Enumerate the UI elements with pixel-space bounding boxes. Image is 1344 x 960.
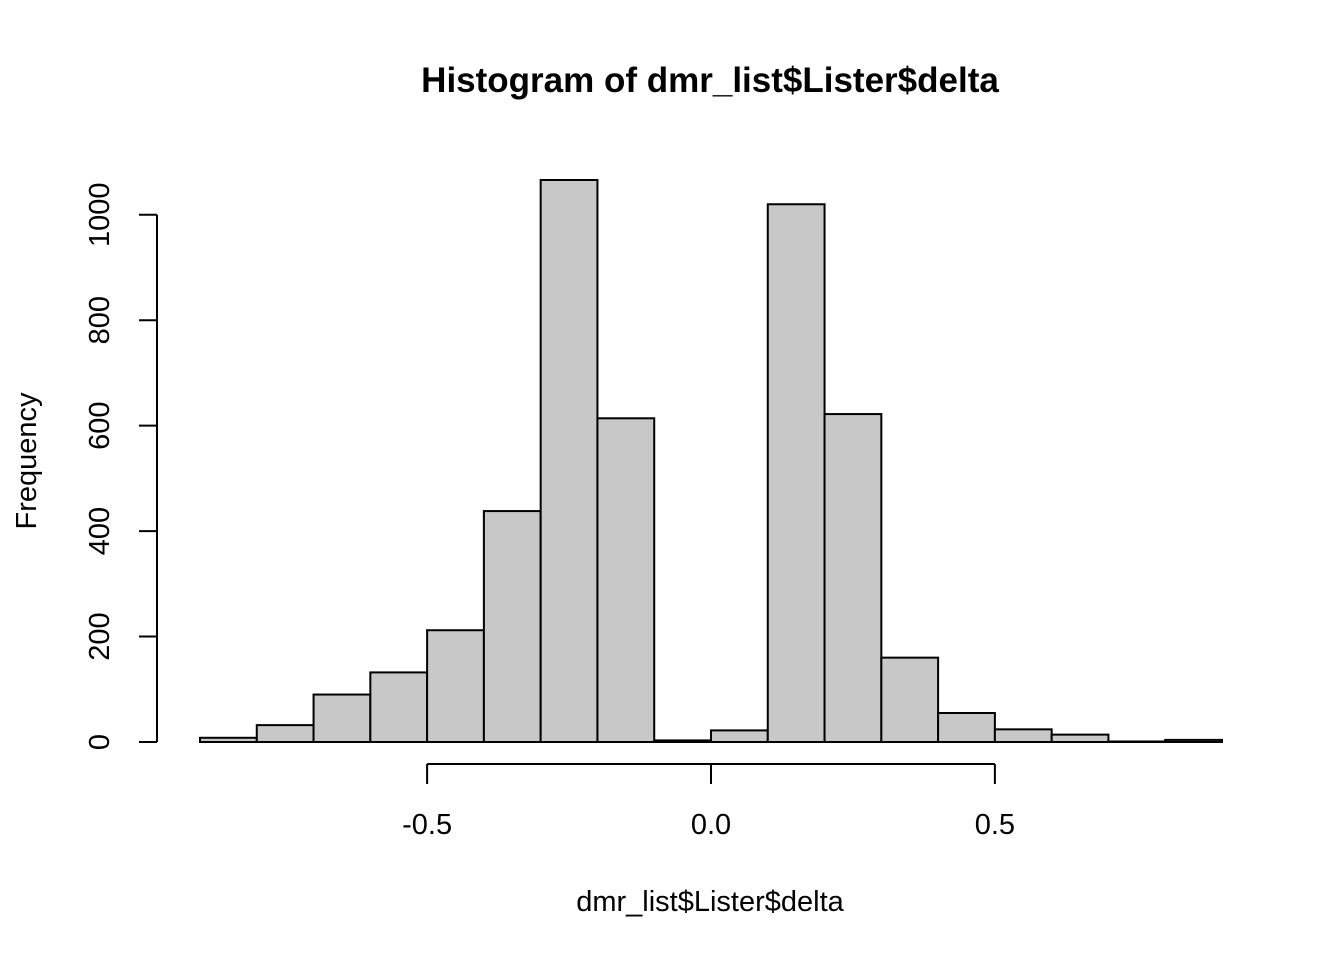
y-tick-label-4: 800 xyxy=(84,296,116,344)
x-axis-label: dmr_list$Lister$delta xyxy=(576,886,844,918)
y-tick-label-0: 0 xyxy=(84,734,116,750)
x-axis: -0.5 0.0 0.5 xyxy=(402,763,1015,841)
histogram-bar-4 xyxy=(426,629,485,744)
histogram-bar-14 xyxy=(993,728,1053,744)
histogram-bar-12 xyxy=(880,656,940,743)
histogram-bar-8 xyxy=(653,739,713,744)
y-tick-label-3: 600 xyxy=(84,401,116,449)
x-tick-label-2: 0.5 xyxy=(975,809,1015,841)
x-tick-label-1: 0.0 xyxy=(691,809,731,841)
histogram-bar-3 xyxy=(369,671,429,743)
histogram-bar-6 xyxy=(539,179,599,743)
histogram-bar-11 xyxy=(823,413,883,743)
chart-title: Histogram of dmr_list$Lister$delta xyxy=(421,61,999,100)
histogram-bar-7 xyxy=(596,417,656,743)
histogram-bar-16 xyxy=(1107,740,1167,743)
histogram-bar-0 xyxy=(199,736,258,743)
histogram-bar-5 xyxy=(482,510,542,744)
histogram-bar-13 xyxy=(937,712,996,743)
bars-group xyxy=(199,179,1223,744)
y-tick-label-5: 1000 xyxy=(84,183,116,248)
histogram-bar-9 xyxy=(710,729,769,743)
y-tick-label-2: 400 xyxy=(84,507,116,555)
histogram-bar-1 xyxy=(255,724,315,743)
histogram-bar-15 xyxy=(1050,733,1110,744)
y-axis-label: Frequency xyxy=(11,392,43,530)
histogram-bar-10 xyxy=(766,203,826,743)
histogram-bar-17 xyxy=(1164,738,1223,743)
x-tick-label-0: -0.5 xyxy=(402,809,452,841)
y-axis: 0 200 400 600 800 1000 xyxy=(84,183,158,750)
histogram-bar-2 xyxy=(312,693,372,743)
y-tick-label-1: 200 xyxy=(84,612,116,660)
